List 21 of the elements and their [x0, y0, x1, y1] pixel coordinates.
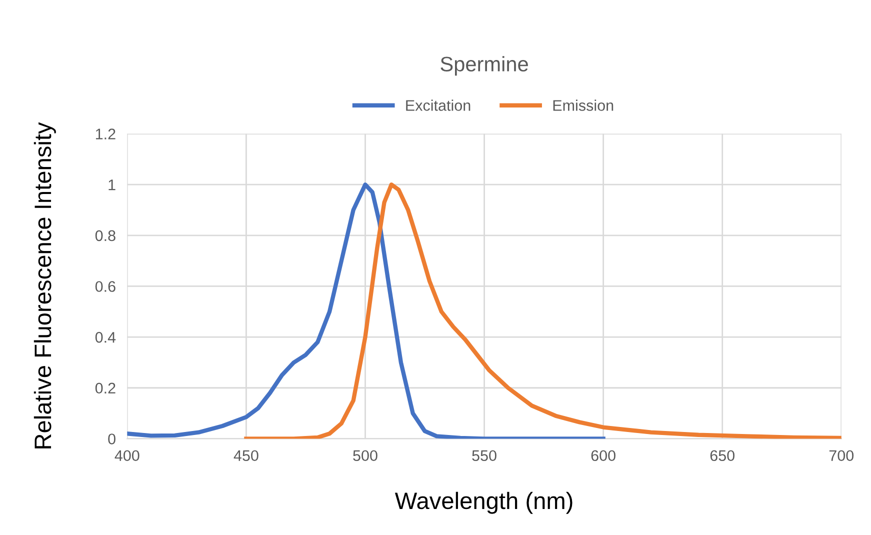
y-tick-label: 1.2 [96, 128, 116, 140]
x-tick-label: 550 [472, 450, 496, 462]
y-axis-title: Relative Fluorescence Intensity [34, 122, 56, 448]
legend-label: Emission [553, 100, 614, 111]
x-tick-label: 500 [353, 450, 378, 462]
line-series [244, 182, 842, 439]
line-series [127, 182, 606, 439]
y-tick-label: 0.6 [95, 281, 116, 292]
y-tick-label: 1 [108, 180, 116, 190]
x-tick-label: 600 [591, 450, 616, 462]
y-tick-label: 0.8 [95, 230, 116, 242]
y-tick-label: 0 [108, 434, 116, 444]
x-tick-label: 400 [114, 450, 140, 462]
chart-title: Spermine [440, 56, 528, 76]
y-tick-label: 0.2 [95, 382, 116, 394]
x-axis-title: Wavelength (nm) [394, 492, 572, 514]
legend-label: Excitation [406, 100, 470, 111]
y-tick-label: 0.4 [95, 332, 116, 343]
x-tick-label: 450 [234, 450, 258, 462]
x-tick-label: 650 [710, 450, 734, 462]
x-tick-label: 700 [829, 450, 854, 462]
